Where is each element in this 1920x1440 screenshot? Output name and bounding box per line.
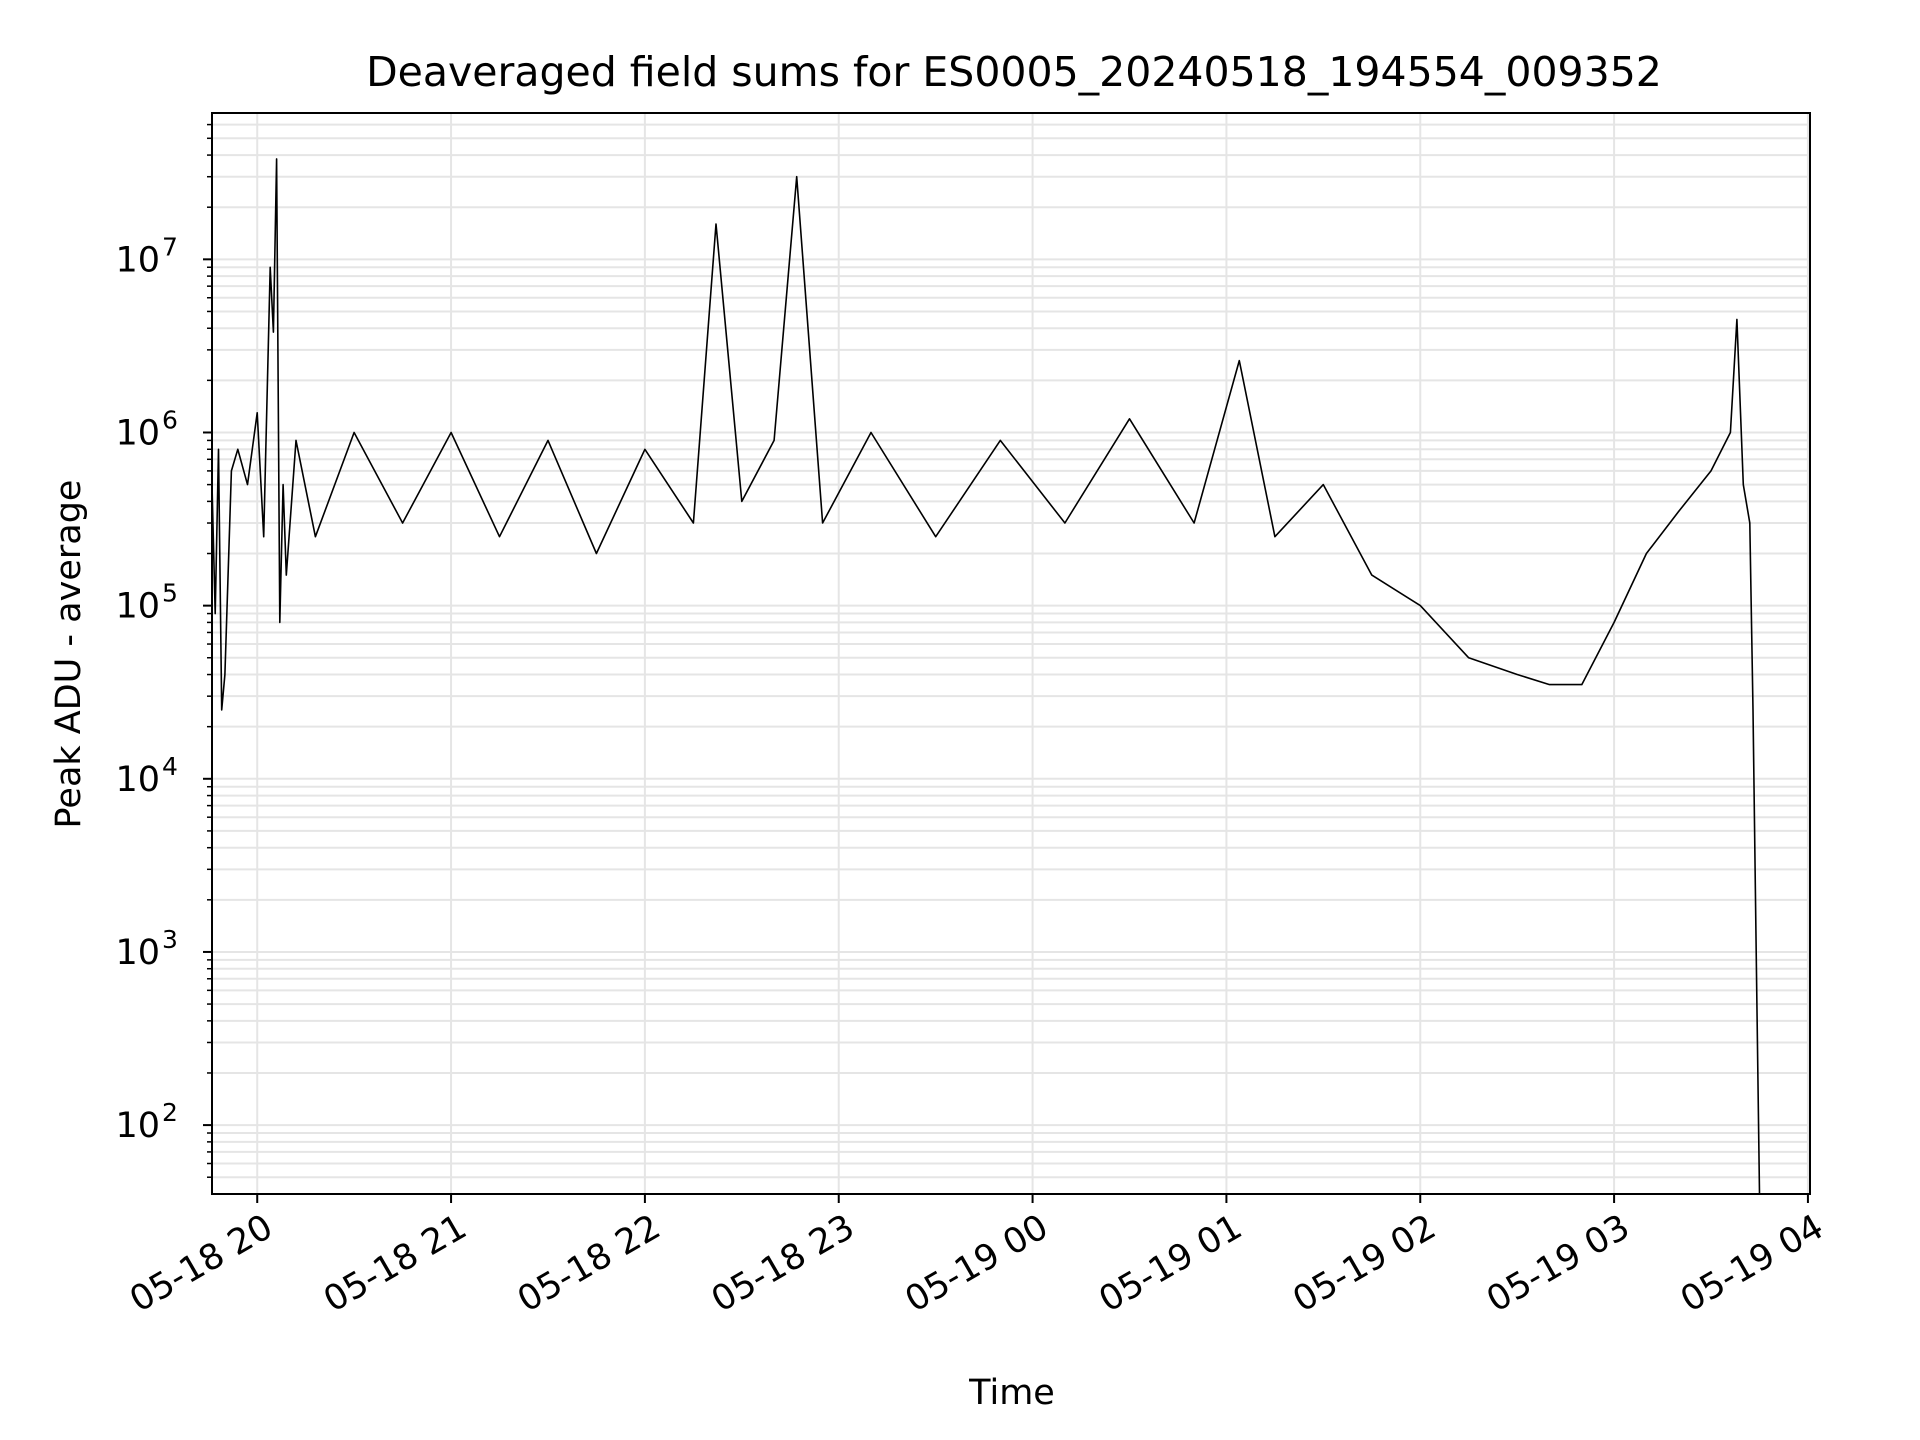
series-layer [211, 158, 1761, 1195]
y-tick-exponent: 7 [162, 232, 178, 261]
y-tick-label: 10 6 [115, 405, 177, 453]
y-tick-exponent: 3 [162, 925, 178, 954]
y-tick-base: 10 [115, 240, 160, 280]
y-tick-exponent: 5 [162, 579, 178, 608]
chart-title: Deaveraged field sums for ES0005_2024051… [366, 48, 1662, 96]
y-tick-exponent: 6 [162, 405, 178, 434]
y-tick-base: 10 [115, 413, 160, 453]
grid [212, 113, 1810, 1194]
y-tick-base: 10 [115, 760, 160, 800]
y-axis-label: Peak ADU - average [49, 480, 89, 829]
y-tick-base: 10 [115, 1106, 160, 1146]
y-tick-exponent: 2 [162, 1098, 178, 1127]
series-line-0 [211, 158, 1761, 1195]
y-tick-label: 10 3 [115, 925, 177, 973]
plot-frame [211, 112, 1811, 1195]
y-tick-base: 10 [115, 587, 160, 627]
y-tick-label: 10 5 [115, 579, 177, 627]
y-tick-label: 10 7 [115, 232, 177, 280]
y-tick-base: 10 [115, 933, 160, 973]
y-tick-exponent: 4 [162, 752, 178, 781]
y-tick-label: 10 2 [115, 1098, 177, 1146]
x-axis-label: Time [968, 1373, 1055, 1413]
y-tick-label: 10 4 [115, 752, 177, 800]
